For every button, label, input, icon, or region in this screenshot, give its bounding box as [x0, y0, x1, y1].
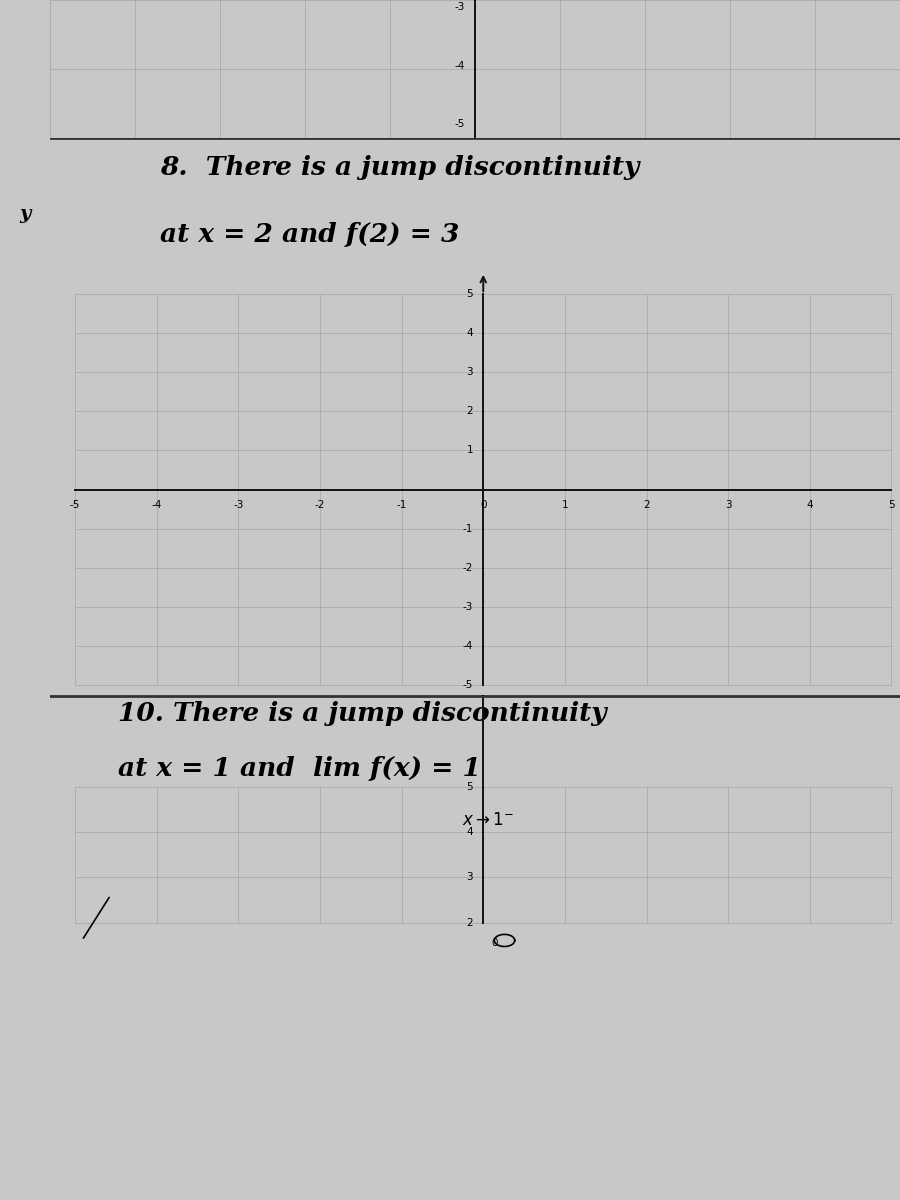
Text: 4: 4	[806, 499, 814, 510]
Text: 5: 5	[466, 289, 473, 299]
Text: 5: 5	[466, 781, 473, 792]
Text: 3: 3	[724, 499, 732, 510]
Text: 4: 4	[466, 329, 473, 338]
Text: 5: 5	[888, 499, 895, 510]
Text: 3: 3	[466, 367, 473, 377]
Text: 1: 1	[466, 445, 473, 456]
Text: -1: -1	[463, 523, 473, 534]
Text: 4: 4	[466, 827, 473, 838]
Text: 2: 2	[644, 499, 650, 510]
Text: -5: -5	[70, 499, 80, 510]
Text: -5: -5	[463, 680, 473, 690]
Text: -5: -5	[454, 119, 464, 130]
Text: at x = 1 and  lim f(x) = 1: at x = 1 and lim f(x) = 1	[118, 756, 481, 781]
Text: $x{\rightarrow}1^{-}$: $x{\rightarrow}1^{-}$	[462, 812, 514, 829]
Text: 0: 0	[491, 938, 499, 948]
Text: -2: -2	[463, 563, 473, 572]
Text: -3: -3	[463, 601, 473, 612]
Text: -4: -4	[151, 499, 162, 510]
Text: -2: -2	[315, 499, 325, 510]
Text: 3: 3	[466, 872, 473, 882]
Text: -1: -1	[396, 499, 407, 510]
Text: at x = 2 and f(2) = 3: at x = 2 and f(2) = 3	[160, 222, 459, 247]
Text: -4: -4	[454, 60, 464, 71]
Text: 8.  There is a jump discontinuity: 8. There is a jump discontinuity	[160, 155, 639, 180]
Text: 1: 1	[562, 499, 568, 510]
Text: -3: -3	[233, 499, 244, 510]
Text: -3: -3	[454, 2, 464, 12]
Text: 0: 0	[480, 499, 487, 510]
Text: 10. There is a jump discontinuity: 10. There is a jump discontinuity	[118, 701, 607, 726]
Text: 2: 2	[466, 407, 473, 416]
Text: 2: 2	[466, 918, 473, 928]
Text: y: y	[19, 205, 31, 223]
Text: -4: -4	[463, 641, 473, 650]
